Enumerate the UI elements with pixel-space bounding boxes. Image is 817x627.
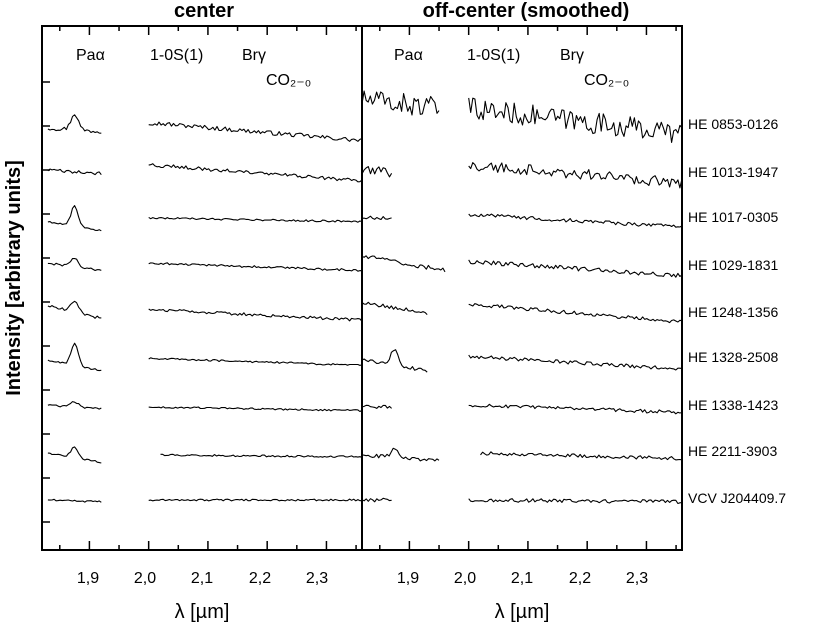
spectrum-4-center-segment-1 <box>47 257 102 272</box>
spectrum-3-offcenter-segment-2 <box>468 213 683 228</box>
spectrum-6-offcenter-segment-2 <box>468 354 683 371</box>
spectrum-7-center-segment-1 <box>47 401 102 410</box>
object-label-4: HE 1029-1831 <box>688 257 779 273</box>
spectrum-7-offcenter-segment-2 <box>468 403 683 415</box>
spectrum-8-offcenter-segment-2 <box>480 451 683 461</box>
spectrum-2-center-segment-1 <box>47 168 102 176</box>
spectrum-8-offcenter-segment-1 <box>361 447 440 462</box>
object-label-1: HE 0853-0126 <box>688 116 779 132</box>
spectrum-9-offcenter-segment-1 <box>361 497 392 503</box>
spectrum-7-center-segment-2 <box>148 406 363 413</box>
spectrum-5-center-segment-1 <box>47 300 102 319</box>
line-label-h2-center: 1-0S(1) <box>150 47 203 64</box>
x-tick-label-offcenter-3: 2,1 <box>511 570 533 587</box>
spectrum-9-center-segment-1 <box>47 498 102 503</box>
spectrum-6-center-segment-2 <box>148 357 363 366</box>
x-tick-label-center-2: 2,0 <box>134 570 156 587</box>
spectrum-5-offcenter-segment-1 <box>361 301 428 315</box>
spectrum-6-offcenter-segment-1 <box>361 349 428 373</box>
line-label-pa-alpha-center: Paα <box>76 47 105 64</box>
object-label-2: HE 1013-1947 <box>688 164 779 180</box>
spectrum-5-offcenter-segment-2 <box>468 303 683 324</box>
x-tick-label-offcenter-5: 2,3 <box>626 570 648 587</box>
line-label-h2-offcenter: 1-0S(1) <box>467 47 520 64</box>
x-tick-label-center-3: 2,1 <box>191 570 213 587</box>
x-tick-label-offcenter-2: 2,0 <box>454 570 476 587</box>
spectrum-3-offcenter-segment-1 <box>361 215 392 221</box>
axis-ticks <box>42 26 677 550</box>
x-tick-label-offcenter-1: 1,9 <box>397 570 419 587</box>
spectrum-8-center-segment-1 <box>47 446 102 464</box>
line-label-co-offcenter: CO₂₋₀ <box>584 72 629 89</box>
object-label-9: VCV J204409.7 <box>688 490 786 506</box>
spectrum-2-offcenter-segment-2 <box>468 162 683 189</box>
object-label-6: HE 1328-2508 <box>688 349 779 365</box>
spectrum-2-center-segment-2 <box>148 163 363 183</box>
line-label-co-center: CO₂₋₀ <box>266 72 311 89</box>
spectrum-1-center-segment-2 <box>148 121 363 142</box>
y-axis-label: Intensity [arbitrary units] <box>3 160 25 396</box>
x-tick-label-center-1: 1,9 <box>77 570 99 587</box>
panel-frame-offcenter <box>361 25 683 551</box>
object-label-7: HE 1338-1423 <box>688 397 779 413</box>
spectrum-3-center-segment-2 <box>148 216 363 223</box>
panel-title-offcenter: off-center (smoothed) <box>423 0 630 22</box>
object-label-3: HE 1017-0305 <box>688 209 779 225</box>
x-tick-label-offcenter-4: 2,2 <box>569 570 591 587</box>
spectrum-3-center-segment-1 <box>47 205 102 232</box>
x-axis-label-center: λ [µm] <box>175 601 230 623</box>
line-label-br-gamma-offcenter: Brγ <box>560 47 584 64</box>
line-label-pa-alpha-offcenter: Paα <box>394 47 423 64</box>
spectrum-2-offcenter-segment-1 <box>361 166 393 178</box>
spectrum-8-center-segment-2 <box>160 453 363 458</box>
spectrum-1-offcenter-segment-1 <box>361 90 440 116</box>
spectra-traces <box>47 90 683 505</box>
x-tick-label-center-5: 2,3 <box>306 570 328 587</box>
x-axis-label-offcenter: λ [µm] <box>495 601 550 623</box>
spectrum-5-center-segment-2 <box>148 308 363 322</box>
spectrum-6-center-segment-1 <box>47 342 102 372</box>
spectrum-1-center-segment-1 <box>47 114 102 134</box>
x-tick-label-center-4: 2,2 <box>249 570 271 587</box>
panel-title-center: center <box>174 0 234 22</box>
spectrum-4-offcenter-segment-1 <box>361 255 446 273</box>
spectrum-9-center-segment-2 <box>148 498 363 502</box>
object-label-8: HE 2211-3903 <box>688 443 777 459</box>
spectrum-4-offcenter-segment-2 <box>468 259 683 278</box>
spectrum-7-offcenter-segment-1 <box>361 404 392 409</box>
spectrum-9-offcenter-segment-2 <box>468 498 683 505</box>
panel-frame-center <box>41 25 363 551</box>
spectrum-1-offcenter-segment-2 <box>468 97 683 143</box>
spectrum-4-center-segment-2 <box>148 262 363 272</box>
line-label-br-gamma-center: Brγ <box>242 47 266 64</box>
object-label-5: HE 1248-1356 <box>688 304 779 320</box>
